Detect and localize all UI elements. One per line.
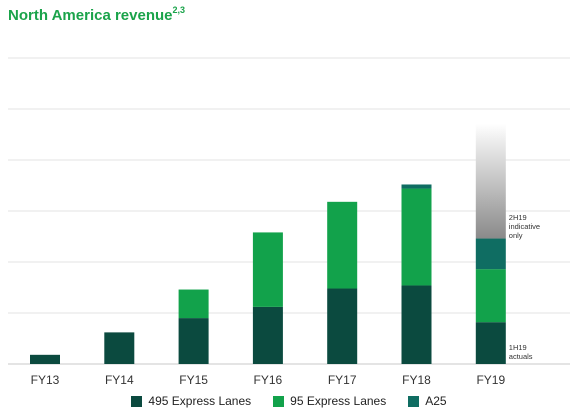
bar-fy17-495-express-lanes xyxy=(327,288,358,364)
bar-fy18-a25 xyxy=(401,184,432,189)
x-tick-label: FY14 xyxy=(105,373,134,387)
bar-fy19-95-express-lanes xyxy=(475,269,506,323)
bar-fy18-495-express-lanes xyxy=(401,285,432,364)
x-tick-label: FY16 xyxy=(254,373,283,387)
bar-fy19-495-express-lanes xyxy=(475,322,506,364)
legend-label: 95 Express Lanes xyxy=(290,394,387,408)
bar-fy19-a25 xyxy=(475,238,506,270)
legend-item: 95 Express Lanes xyxy=(273,394,386,408)
x-tick-label: FY15 xyxy=(179,373,208,387)
bar-fy19-indicative-fade xyxy=(475,123,506,239)
legend: 495 Express Lanes 95 Express Lanes A25 xyxy=(0,394,578,408)
bar-fy18-95-express-lanes xyxy=(401,188,432,286)
legend-label: A25 xyxy=(425,394,447,408)
bar-fy13-495-express-lanes xyxy=(30,354,60,364)
bar-fy15-495-express-lanes xyxy=(178,318,209,364)
legend-swatch xyxy=(273,395,285,407)
bar-fy16-95-express-lanes xyxy=(252,232,283,307)
bar-fy16-495-express-lanes xyxy=(252,306,283,364)
bar-fy17-95-express-lanes xyxy=(327,201,358,289)
x-tick-label: FY13 xyxy=(31,373,60,387)
legend-item: A25 xyxy=(408,394,447,408)
x-tick-label: FY17 xyxy=(328,373,357,387)
bar-fy15-95-express-lanes xyxy=(178,289,209,319)
legend-swatch xyxy=(131,395,143,407)
legend-label: 495 Express Lanes xyxy=(148,394,252,408)
x-tick-label: FY19 xyxy=(476,373,505,387)
chart-title: North America revenue2,3 xyxy=(8,5,186,24)
legend-item: 495 Express Lanes xyxy=(131,394,251,408)
annotation-label: 1H19 actuals xyxy=(509,343,533,361)
bar-fy14-495-express-lanes xyxy=(104,332,135,364)
annotation-label: 2H19 indicative only xyxy=(509,213,540,240)
legend-swatch xyxy=(408,395,420,407)
x-tick-label: FY18 xyxy=(402,373,431,387)
